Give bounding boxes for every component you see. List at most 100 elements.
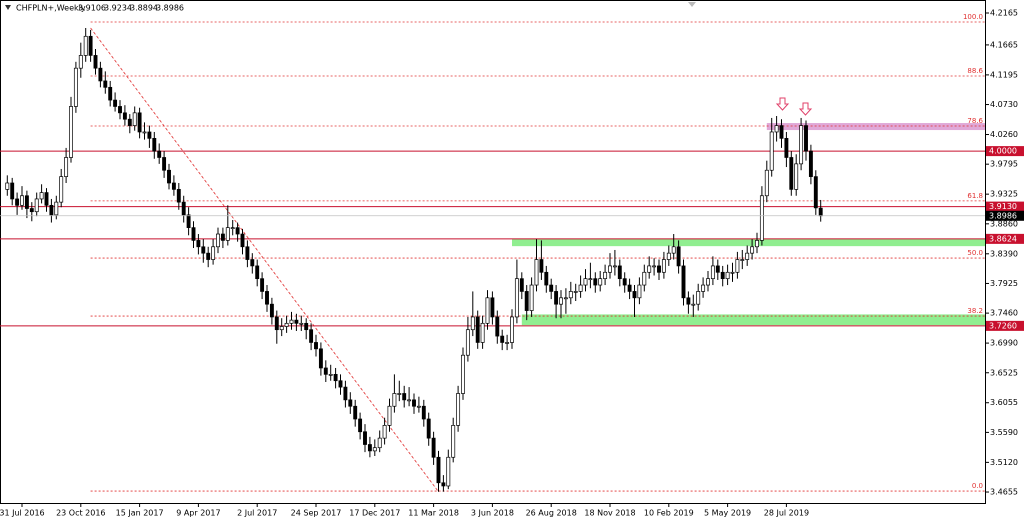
candle-body — [407, 399, 412, 402]
candle-body — [563, 297, 568, 300]
zone — [512, 238, 985, 247]
level-label: 3.7260 — [989, 321, 1017, 330]
y-tick-label: 4.0260 — [990, 130, 1018, 139]
candle-body — [69, 106, 73, 158]
candle-body — [314, 342, 318, 350]
candle-body — [441, 482, 446, 487]
candle-body — [706, 278, 710, 286]
candle-body — [456, 393, 461, 426]
y-tick-label: 3.9795 — [990, 160, 1018, 169]
candle-body — [750, 246, 755, 254]
candle-body — [186, 214, 191, 228]
candle-body — [147, 131, 152, 139]
candle-body — [794, 163, 799, 190]
candle-body — [745, 252, 750, 260]
candle-body — [216, 233, 220, 248]
candle-body — [245, 246, 250, 260]
candle-body — [529, 284, 534, 311]
candle-body — [436, 456, 441, 484]
candle-body — [377, 437, 382, 449]
candle-body — [240, 233, 245, 248]
candle-body — [108, 86, 113, 101]
y-tick-label: 3.4655 — [990, 488, 1018, 497]
candle-body — [274, 316, 279, 331]
candle-body — [514, 278, 519, 318]
y-tick-label: 3.7925 — [990, 279, 1018, 288]
candle-body — [122, 112, 127, 120]
candle-body — [755, 240, 759, 248]
y-tick-label: 3.9325 — [990, 190, 1018, 199]
fib-label: 78.6 — [967, 117, 983, 125]
candle-body — [255, 265, 260, 280]
candle-body — [181, 201, 186, 216]
candle-body — [279, 326, 284, 331]
arrow-marker — [775, 97, 790, 111]
candle-body — [627, 284, 632, 292]
candle-body — [260, 278, 265, 292]
candle-body — [534, 259, 539, 286]
menu-arrow — [5, 5, 11, 10]
candle-body — [485, 297, 490, 324]
candle-body — [461, 354, 465, 394]
candle-body — [617, 265, 622, 280]
candle-body — [593, 278, 598, 286]
candle-body — [671, 246, 676, 254]
candle-body — [505, 342, 510, 344]
current-price-box — [986, 210, 1024, 221]
candle-body — [24, 195, 29, 209]
x-tick-label: 28 Jul 2019 — [764, 509, 809, 518]
candle-body — [318, 348, 323, 369]
candle-body — [382, 425, 387, 439]
x-tick-label: 18 Nov 2018 — [584, 509, 635, 518]
y-tick-label: 3.6055 — [990, 398, 1018, 407]
candle-body — [554, 291, 559, 305]
candle-body — [44, 192, 49, 206]
candle-body — [475, 316, 480, 343]
header-low: 3.8894 — [130, 4, 158, 13]
level-label-box — [986, 320, 1024, 331]
candle-body — [573, 291, 578, 293]
candle-body — [647, 265, 652, 273]
candle-body — [157, 150, 162, 158]
candle-body — [519, 278, 524, 292]
level-label-box — [986, 201, 1024, 212]
candle-body — [549, 284, 554, 292]
candle-body — [230, 227, 235, 229]
candle-body — [191, 227, 196, 241]
candle-body — [470, 316, 475, 331]
x-tick-label: 26 Aug 2018 — [526, 509, 577, 518]
candle-body — [265, 291, 269, 305]
candle-body — [299, 322, 304, 325]
candle-body — [49, 204, 54, 216]
y-tick-label: 3.6990 — [990, 339, 1018, 348]
candle-body — [309, 329, 314, 343]
candle-body — [804, 125, 808, 152]
candle-body — [622, 278, 627, 286]
current-price-label: 3.8986 — [989, 211, 1017, 220]
trendline — [90, 27, 439, 492]
scroll-marker — [688, 2, 696, 7]
y-tick-label: 3.7460 — [990, 309, 1018, 318]
header-open: 3.9106 — [78, 4, 106, 13]
candle-body — [225, 227, 230, 241]
level-label: 3.8624 — [989, 234, 1017, 243]
header-high: 3.9234 — [104, 4, 132, 13]
candle-body — [10, 182, 15, 200]
candle-body — [196, 240, 201, 248]
candle-body — [176, 189, 181, 203]
candle-body — [661, 259, 666, 273]
candle-body — [598, 278, 603, 286]
candle-body — [559, 297, 563, 305]
y-tick-label: 3.6525 — [990, 368, 1018, 377]
candle-body — [98, 67, 103, 82]
candle-body — [5, 182, 10, 190]
candle-body — [539, 259, 544, 273]
candle-body — [338, 380, 343, 388]
candle-body — [612, 265, 617, 268]
candle-body — [93, 55, 98, 69]
candle-body — [652, 265, 657, 268]
candle-body — [113, 99, 118, 107]
candle-body — [808, 150, 813, 177]
candle-body — [220, 233, 225, 241]
candle-body — [397, 393, 402, 395]
